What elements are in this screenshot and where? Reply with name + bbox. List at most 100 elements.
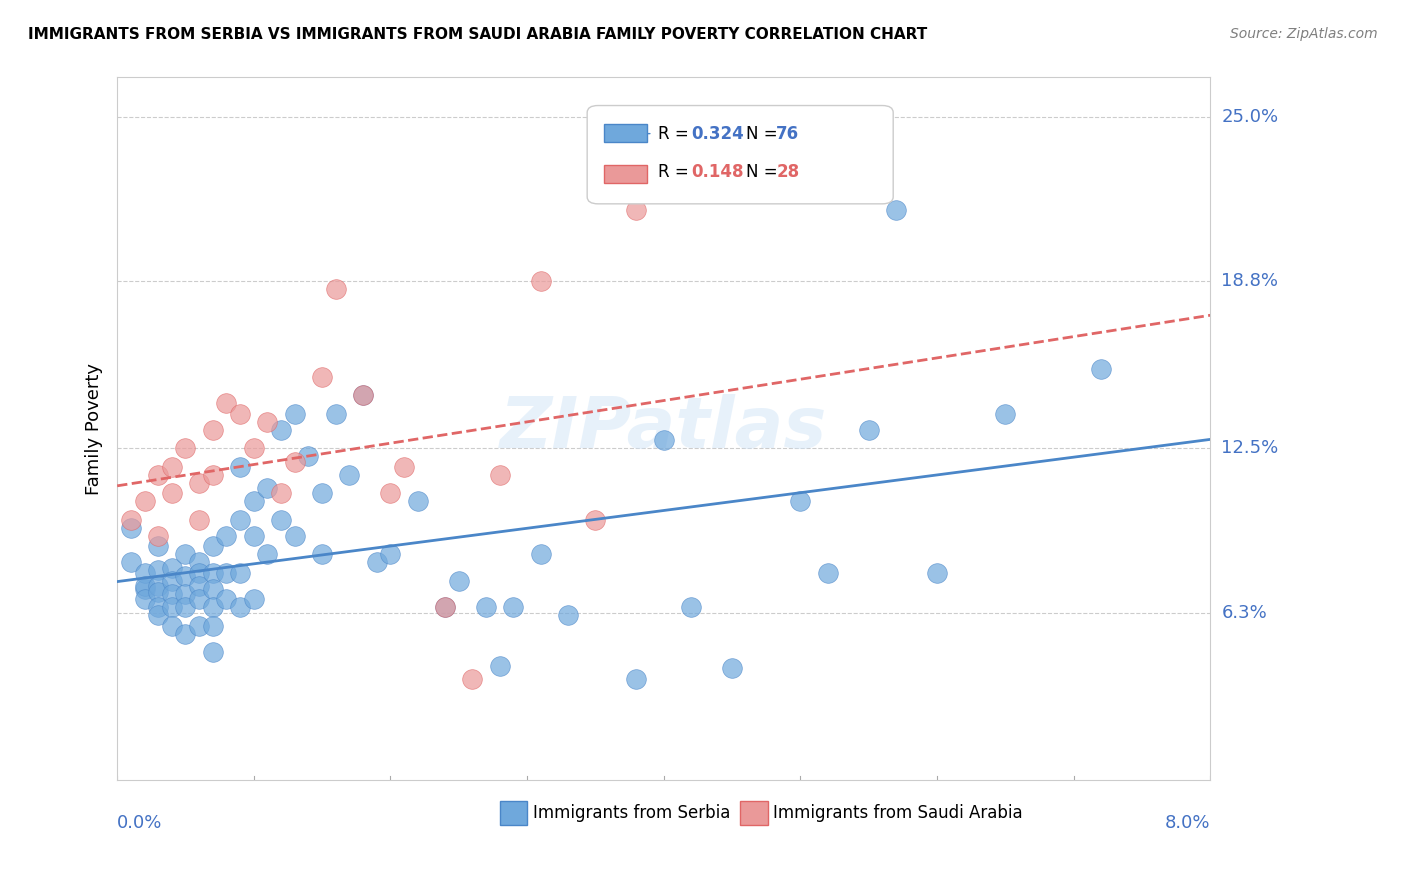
Point: [148, 608, 170, 623]
Point: [160, 600, 183, 615]
Point: [447, 574, 470, 588]
Point: [270, 486, 292, 500]
Point: [134, 592, 156, 607]
Point: [583, 513, 606, 527]
Text: Source: ZipAtlas.com: Source: ZipAtlas.com: [1230, 27, 1378, 41]
Point: [406, 494, 429, 508]
Point: [120, 555, 142, 569]
Point: [188, 579, 211, 593]
Point: [160, 619, 183, 633]
Text: 76: 76: [776, 125, 800, 143]
Bar: [603, 125, 647, 142]
Text: Immigrants from Saudi Arabia: Immigrants from Saudi Arabia: [773, 804, 1022, 822]
Text: N =: N =: [745, 125, 783, 143]
Point: [325, 282, 347, 296]
Point: [325, 407, 347, 421]
Text: 0.324: 0.324: [690, 125, 744, 143]
Point: [229, 566, 252, 580]
Point: [201, 582, 224, 596]
Point: [188, 475, 211, 490]
Point: [160, 460, 183, 475]
Point: [380, 548, 402, 562]
Point: [188, 619, 211, 633]
Point: [243, 529, 266, 543]
Point: [174, 600, 197, 615]
Point: [284, 529, 307, 543]
Point: [201, 540, 224, 554]
Point: [884, 202, 907, 217]
Point: [134, 566, 156, 580]
Point: [297, 450, 319, 464]
Point: [789, 494, 811, 508]
Point: [215, 529, 238, 543]
Point: [721, 661, 744, 675]
Point: [256, 548, 278, 562]
Point: [188, 555, 211, 569]
Point: [201, 619, 224, 633]
Point: [201, 566, 224, 580]
Point: [243, 494, 266, 508]
Point: [392, 460, 415, 475]
Point: [243, 442, 266, 456]
Point: [488, 467, 510, 482]
Point: [188, 566, 211, 580]
Point: [201, 467, 224, 482]
Point: [284, 407, 307, 421]
Point: [994, 407, 1017, 421]
Point: [229, 513, 252, 527]
Point: [120, 521, 142, 535]
Point: [148, 540, 170, 554]
Text: N =: N =: [745, 163, 783, 181]
Text: 6.3%: 6.3%: [1222, 604, 1267, 622]
Point: [201, 600, 224, 615]
Point: [160, 486, 183, 500]
Point: [679, 600, 702, 615]
Text: 0.0%: 0.0%: [117, 814, 163, 832]
Point: [160, 587, 183, 601]
Point: [858, 423, 880, 437]
Point: [174, 442, 197, 456]
Point: [352, 388, 374, 402]
Point: [174, 627, 197, 641]
Point: [461, 672, 484, 686]
Bar: [603, 165, 647, 183]
Bar: [740, 801, 768, 825]
Point: [557, 608, 579, 623]
Point: [366, 555, 388, 569]
Point: [148, 600, 170, 615]
Point: [502, 600, 524, 615]
Text: R =: R =: [658, 125, 695, 143]
Point: [120, 513, 142, 527]
Text: 0.148: 0.148: [690, 163, 744, 181]
Text: IMMIGRANTS FROM SERBIA VS IMMIGRANTS FROM SAUDI ARABIA FAMILY POVERTY CORRELATIO: IMMIGRANTS FROM SERBIA VS IMMIGRANTS FRO…: [28, 27, 928, 42]
Point: [488, 658, 510, 673]
Point: [174, 548, 197, 562]
Point: [134, 579, 156, 593]
Point: [188, 513, 211, 527]
Point: [160, 560, 183, 574]
Point: [1090, 362, 1112, 376]
Point: [148, 579, 170, 593]
Text: 18.8%: 18.8%: [1222, 272, 1278, 291]
Point: [434, 600, 457, 615]
Point: [215, 396, 238, 410]
Point: [188, 592, 211, 607]
Text: 12.5%: 12.5%: [1222, 440, 1278, 458]
Text: ZIPatlas: ZIPatlas: [501, 394, 827, 463]
Bar: [499, 801, 527, 825]
Text: R =: R =: [658, 163, 695, 181]
Text: 8.0%: 8.0%: [1164, 814, 1211, 832]
Point: [229, 600, 252, 615]
Y-axis label: Family Poverty: Family Poverty: [86, 362, 103, 494]
Point: [652, 434, 675, 448]
Point: [134, 494, 156, 508]
Point: [229, 407, 252, 421]
Point: [215, 592, 238, 607]
Point: [817, 566, 839, 580]
Point: [134, 582, 156, 596]
Point: [284, 455, 307, 469]
Point: [174, 568, 197, 582]
Point: [270, 423, 292, 437]
FancyBboxPatch shape: [588, 105, 893, 204]
Text: Immigrants from Serbia: Immigrants from Serbia: [533, 804, 730, 822]
